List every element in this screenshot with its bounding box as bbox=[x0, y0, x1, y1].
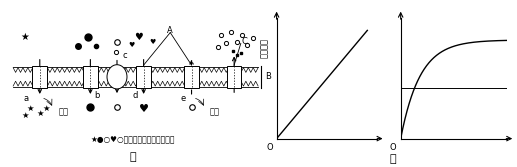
Bar bbox=[33, 66, 47, 88]
Text: ★: ★ bbox=[36, 109, 43, 118]
Text: 运输速率: 运输速率 bbox=[260, 38, 269, 58]
Text: d: d bbox=[133, 91, 139, 100]
Text: 能量: 能量 bbox=[59, 107, 69, 116]
Text: A: A bbox=[168, 26, 173, 35]
Text: C: C bbox=[242, 37, 248, 46]
Text: ♥: ♥ bbox=[129, 42, 135, 48]
Text: b: b bbox=[94, 91, 100, 100]
Bar bbox=[227, 66, 241, 88]
Bar bbox=[184, 66, 199, 88]
Text: c: c bbox=[123, 51, 127, 60]
Text: ♥: ♥ bbox=[150, 39, 156, 45]
Text: ♥: ♥ bbox=[139, 104, 148, 114]
Text: ♥: ♥ bbox=[134, 32, 143, 42]
Text: O: O bbox=[266, 142, 273, 151]
Text: ★●○♥○代表各种物质分子或离子: ★●○♥○代表各种物质分子或离子 bbox=[90, 136, 175, 145]
Ellipse shape bbox=[107, 65, 127, 89]
Text: 能量: 能量 bbox=[209, 107, 219, 116]
Text: ★: ★ bbox=[21, 32, 29, 42]
Text: 乙: 乙 bbox=[390, 154, 396, 164]
Text: B: B bbox=[265, 72, 270, 81]
Text: e: e bbox=[181, 94, 186, 103]
Text: a: a bbox=[24, 94, 29, 103]
Text: ★: ★ bbox=[27, 104, 34, 113]
Text: 甲: 甲 bbox=[130, 152, 136, 162]
Text: O: O bbox=[390, 142, 397, 151]
Text: ★: ★ bbox=[21, 111, 29, 120]
Text: ★: ★ bbox=[43, 104, 50, 113]
Bar bbox=[83, 66, 98, 88]
Bar bbox=[136, 66, 151, 88]
